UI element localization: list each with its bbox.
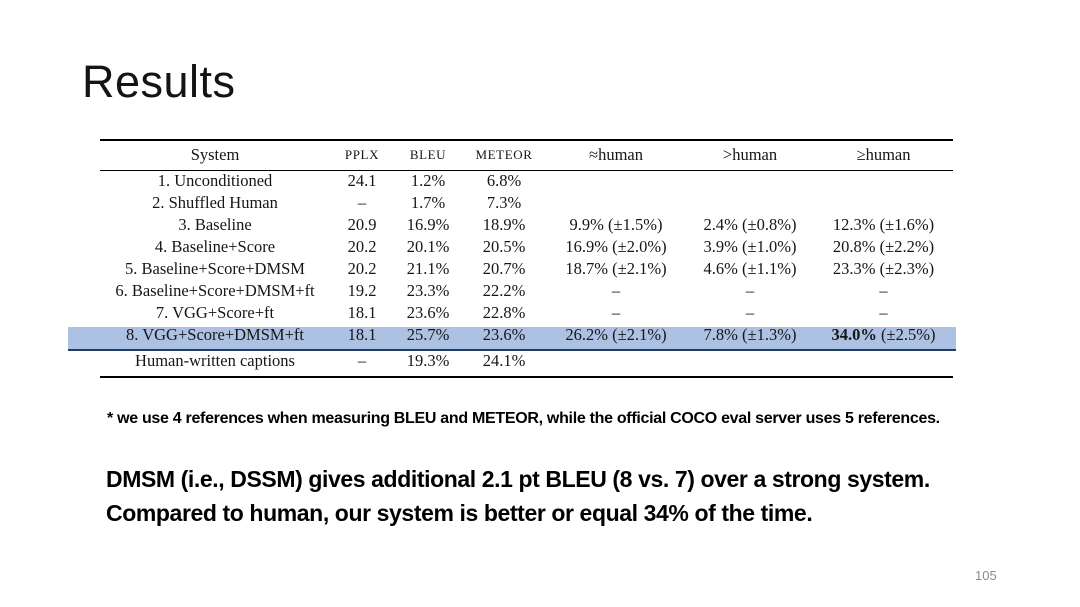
value-cell: 16.9% [406,215,450,234]
value-cell: 20.2 [347,259,377,278]
value-cell: – [357,351,367,370]
table-row: 6. Baseline+Score+DMSM+ft 19.2 23.3% 22.2% –… [100,280,953,302]
value-cell: – [357,193,367,212]
value-cell: 23.6% [406,303,450,322]
value-cell: 18.1 [347,325,377,344]
system-cell: Human-written captions [135,351,295,370]
system-cell: 2. Shuffled Human [152,193,278,212]
value-cell: 7.8% (±1.3%) [703,325,797,344]
value-cell: 20.8% (±2.2%) [832,237,935,256]
value-cell [686,170,814,192]
value-cell: 1.2% [410,171,446,191]
table-row: 1. Unconditioned 24.1 1.2% 6.8% [100,170,953,192]
value-cell: 16.9% (±2.0%) [565,237,667,256]
value-cell: – [745,303,755,322]
column-header-bleu: BLEU [394,140,462,171]
table-row: 4. Baseline+Score 20.2 20.1% 20.5% 16.9% (±2… [100,236,953,258]
value-cell: 26.2% (±2.1%) [565,325,667,344]
value-cell: 25.7% [406,325,450,344]
value-cell: 7.3% [486,193,522,212]
value-cell: 23.3% [406,281,450,300]
table-row-human: Human-written captions – 19.3% 24.1% [100,346,953,377]
value-cell: 18.1 [347,303,377,322]
value-cell: – [879,303,888,322]
page-number: 105 [975,568,997,583]
value-cell [546,170,686,192]
value-cell: 24.1% [482,351,526,370]
value-cell [686,346,814,377]
value-cell: 20.1% [406,237,450,256]
column-header-approx-human: ≈human [546,140,686,171]
value-cell: 21.1% [406,259,450,278]
value-cell: 12.3% (±1.6%) [832,215,935,234]
value-cell: – [745,281,755,300]
value-cell: 22.8% [482,303,526,322]
value-cell [814,170,953,192]
system-cell: 4. Baseline+Score [154,237,276,256]
value-cell: 23.6% [482,325,526,344]
system-cell: 3. Baseline [178,215,252,234]
value-cell: – [611,281,621,300]
value-cell: 23.3% (±2.3%) [832,259,935,278]
column-header-system: System [100,140,330,171]
value-cell: 20.7% [482,259,526,278]
value-cell: 20.9 [347,215,377,234]
table-row-highlighted: 8. VGG+Score+DMSM+ft 18.1 25.7% 23.6% 26.2% … [100,324,953,346]
value-cell: 6.8% [486,171,522,191]
system-cell: 1. Unconditioned [157,171,273,191]
value-cell: 19.2 [347,281,377,300]
value-cell: 20.2 [347,237,377,256]
results-table-container: System PPLX BLEU METEOR ≈human >human ≥h… [68,139,956,378]
footnote-text: * we use 4 references when measuring BLE… [107,410,940,427]
column-header-geq-human: ≥human [814,140,953,171]
value-cell [546,192,686,214]
value-cell [814,192,953,214]
value-cell: – [879,281,888,300]
results-table: System PPLX BLEU METEOR ≈human >human ≥h… [100,139,953,378]
page-title: Results [82,56,236,107]
value-cell: 18.9% [482,215,526,234]
system-cell: 8. VGG+Score+DMSM+ft [126,325,304,344]
value-cell: 20.5% [482,237,526,256]
value-cell [814,346,953,377]
value-cell: 24.1 [347,171,377,191]
table-header-row: System PPLX BLEU METEOR ≈human >human ≥h… [100,140,953,171]
system-cell: 6. Baseline+Score+DMSM+ft [115,281,315,300]
table-row: 7. VGG+Score+ft 18.1 23.6% 22.8% – – – [100,302,953,324]
row-highlight-band [68,327,956,351]
value-cell: 22.2% [482,281,526,300]
system-cell: 5. Baseline+Score+DMSM [125,259,305,278]
system-cell: 7. VGG+Score+ft [155,303,275,322]
value-cell: 34.0% (±2.5%) [831,325,936,344]
value-cell: 18.7% (±2.1%) [565,259,667,278]
value-cell [686,192,814,214]
column-header-pplx: PPLX [330,140,394,171]
column-header-meteor: METEOR [462,140,546,171]
table-row: 2. Shuffled Human – 1.7% 7.3% [100,192,953,214]
table-body: 1. Unconditioned 24.1 1.2% 6.8% 2. Shuffled … [100,170,953,377]
column-header-gt-human: >human [686,140,814,171]
value-cell: – [611,303,621,322]
summary-line-2: Compared to human, our system is better … [106,500,813,526]
value-cell: 1.7% [410,193,446,212]
value-cell: 9.9% (±1.5%) [569,215,663,234]
value-cell: 3.9% (±1.0%) [703,237,797,256]
value-cell: 2.4% (±0.8%) [703,215,797,234]
table-row: 5. Baseline+Score+DMSM 20.2 21.1% 20.7% 18.7… [100,258,953,280]
value-cell: 4.6% (±1.1%) [703,259,797,278]
value-cell: 19.3% [406,351,450,370]
table-row: 3. Baseline 20.9 16.9% 18.9% 9.9% (±1.5%) 2.4… [100,214,953,236]
summary-line-1: DMSM (i.e., DSSM) gives additional 2.1 p… [106,466,930,492]
value-cell [546,346,686,377]
summary-text: DMSM (i.e., DSSM) gives additional 2.1 p… [106,462,930,530]
